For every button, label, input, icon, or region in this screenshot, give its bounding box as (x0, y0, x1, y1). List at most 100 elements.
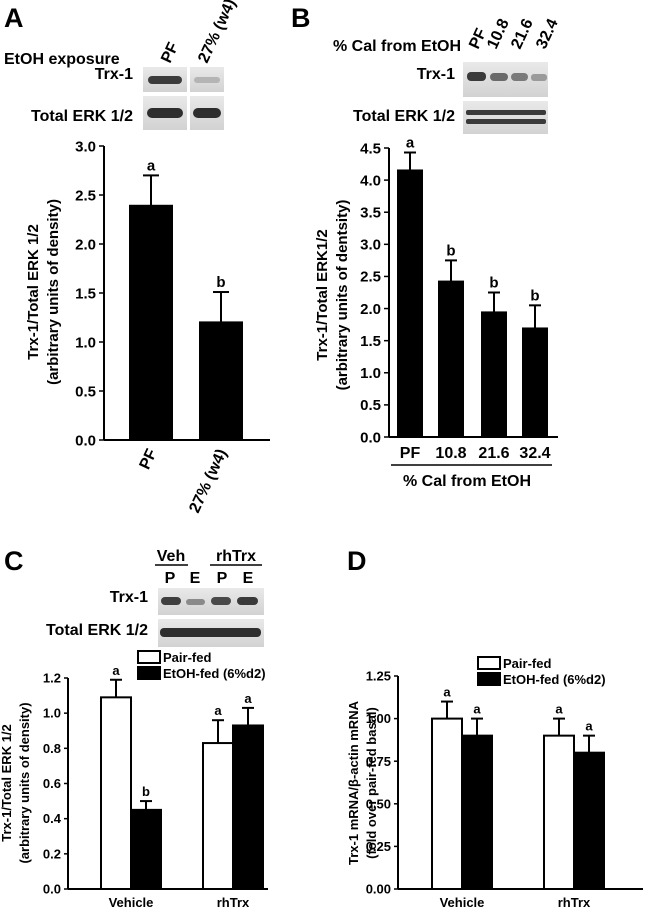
x-tick-label: 27% (w4) (186, 447, 230, 516)
y-tick-label: 2.0 (360, 301, 381, 318)
y-tick-label: 1.0 (43, 706, 61, 721)
significance-label: b (530, 287, 539, 304)
y-tick-label: 1.0 (75, 334, 96, 351)
bar (202, 742, 234, 891)
bar (129, 204, 173, 441)
y-tick-label: 2.5 (360, 269, 381, 286)
legend-swatch (137, 650, 161, 664)
bar (522, 327, 548, 438)
x-tick-label: PF (137, 446, 161, 472)
y-tick-label: 1.5 (360, 333, 381, 350)
y-tick-label: 0.4 (43, 811, 62, 826)
y-tick-label: 0.75 (366, 754, 391, 769)
panel-letter: D (347, 546, 367, 576)
y-tick-label: 0.5 (75, 383, 96, 400)
y-axis-label: Trx-1 mRNA/β-actin mRNA (346, 700, 361, 865)
lane-label: 32.4 (533, 16, 562, 51)
significance-label: a (244, 691, 252, 706)
y-axis-label: (arbitrary units of density) (45, 199, 62, 385)
bar (130, 808, 162, 890)
significance-label: a (473, 702, 481, 717)
group-label-veh: Veh (157, 548, 185, 565)
x-tick-label: PF (400, 445, 421, 462)
legend-label: Pair-fed (163, 650, 211, 665)
y-tick-label: 3.0 (360, 237, 381, 254)
y-tick-label: 1.2 (43, 671, 61, 686)
y-axis-label: Trx-1/Total ERK 1/2 (25, 224, 42, 360)
significance-label: b (489, 275, 498, 292)
legend-label: EtOH-fed (6%d2) (503, 672, 606, 687)
x-axis-label: % Cal from EtOH (403, 473, 531, 490)
y-axis-label: Trx-1/Total ERK 1/2 (0, 724, 14, 842)
panel-letter: A (4, 3, 24, 33)
chart-c: 0.0 0.2 0.4 0.6 0.8 1.0 1.2 Trx-1/Total ERK 1/2… (0, 650, 268, 910)
significance-label: a (112, 663, 120, 678)
lane-label: P (217, 570, 228, 587)
significance-label: b (142, 784, 150, 799)
y-axis-label: (fold over pair-fed basal) (364, 707, 379, 859)
x-tick-label: Vehicle (109, 895, 154, 910)
bar (543, 734, 575, 891)
y-tick-label: 0.5 (360, 397, 381, 414)
y-tick-label: 0.0 (43, 882, 61, 897)
bar (573, 751, 605, 890)
x-tick-label: 10.8 (435, 445, 466, 462)
bar (100, 696, 132, 891)
lane-label: 10.8 (484, 16, 513, 51)
legend-swatch (477, 656, 501, 670)
chart-d: 0.00 0.25 0.50 0.75 1.00 1.25 Trx-1 mRNA/β-act… (346, 656, 643, 910)
chart-a: 0.0 0.5 1.0 1.5 2.0 2.5 3.0 Trx-1/Total ERK 1/2… (25, 138, 270, 516)
panel-d: D 0.00 0.25 0.50 0.75 1.00 1.25 Trx-1 mRNA/β-a… (346, 546, 643, 910)
y-tick-label: 1.5 (75, 285, 96, 302)
x-tick-label: rhTrx (558, 895, 591, 910)
significance-label: a (406, 134, 415, 151)
blot-label-trx1: Trx-1 (110, 589, 148, 606)
blot-label-erk: Total ERK 1/2 (31, 108, 133, 125)
blot-label-trx1: Trx-1 (95, 66, 133, 83)
bar (481, 311, 507, 438)
blot-label-trx1: Trx-1 (417, 66, 455, 83)
lane-label: PF (158, 40, 182, 66)
western-blot-erk (143, 96, 224, 130)
y-tick-label: 1.00 (366, 711, 391, 726)
significance-label: b (216, 274, 225, 291)
y-axis-label: (arbitrary units of dentsity) (334, 200, 351, 391)
y-tick-label: 4.0 (360, 172, 381, 189)
chart-b: 0.0 0.5 1.0 1.5 2.0 2.5 3.0 3.5 4.0 4.5 Trx-1/Tota… (314, 134, 558, 490)
western-blot-trx1 (463, 62, 548, 97)
western-blot-erk (463, 101, 548, 134)
x-tick-label: 21.6 (478, 445, 509, 462)
significance-label: a (147, 157, 156, 174)
y-tick-label: 0.2 (43, 846, 61, 861)
y-tick-label: 2.5 (75, 187, 96, 204)
lane-label: 27% (w4) (195, 0, 239, 66)
y-tick-label: 2.0 (75, 236, 96, 253)
western-blot-erk (158, 619, 264, 647)
lane-label: 21.6 (508, 16, 537, 51)
lane-label: E (190, 570, 201, 587)
bar (438, 280, 464, 438)
western-blot-trx1 (143, 67, 224, 92)
significance-label: a (443, 685, 451, 700)
y-tick-label: 0.00 (366, 882, 391, 897)
western-blot-trx1 (158, 588, 264, 615)
bar (397, 169, 423, 438)
y-tick-label: 1.25 (366, 669, 391, 684)
x-tick-label: Vehicle (440, 895, 485, 910)
y-tick-label: 4.5 (360, 140, 381, 157)
x-tick-label: rhTrx (217, 895, 250, 910)
x-tick-label: 32.4 (519, 445, 550, 462)
y-tick-label: 0.0 (360, 429, 381, 446)
bar (461, 734, 493, 891)
y-tick-label: 3.0 (75, 138, 96, 155)
group-label-rhtrx: rhTrx (216, 548, 256, 565)
panel-b: B % Cal from EtOH PF 10.8 21.6 32.4 Trx-… (291, 3, 562, 490)
panel-c: C Veh rhTrx P E P E Trx-1 Total ERK 1/2 … (0, 546, 268, 910)
legend-label: EtOH-fed (6%d2) (163, 666, 266, 681)
y-tick-label: 0.25 (366, 839, 391, 854)
y-tick-label: 0.50 (366, 796, 391, 811)
blot-label-erk: Total ERK 1/2 (353, 108, 455, 125)
legend-swatch (137, 666, 161, 680)
panel-letter: C (4, 546, 24, 576)
